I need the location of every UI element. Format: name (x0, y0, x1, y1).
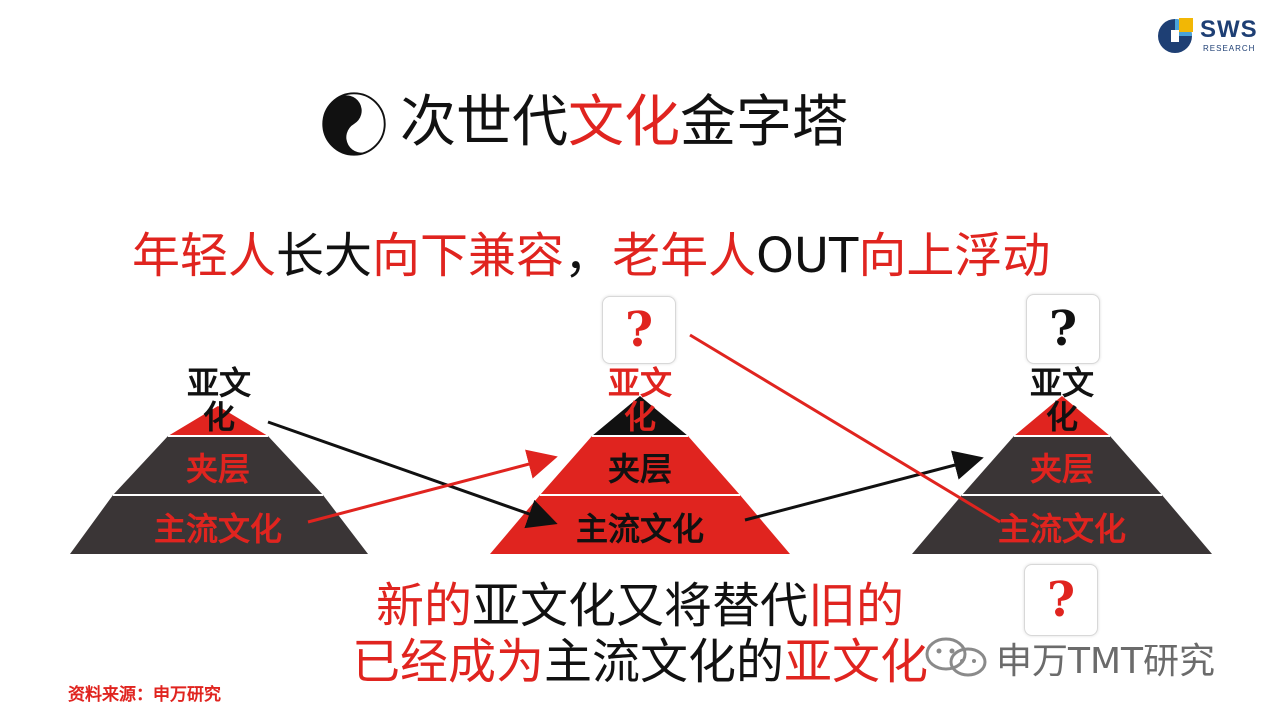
pyramid-3 (912, 396, 1212, 554)
p2-bottom-layer (490, 495, 790, 554)
yin-yang-icon (322, 92, 386, 156)
bottom-l1-p1: 新的 (375, 578, 472, 634)
pyramid-diagram (70, 333, 1212, 554)
p3-bottom-layer (912, 495, 1212, 554)
bottom-l2-p3: 亚文化 (784, 634, 929, 690)
subtitle-p2: 长大 (276, 228, 373, 284)
p3-top-layer (1014, 396, 1110, 436)
p3-question-top-box: ? (1026, 294, 1100, 364)
p1-middle-label: 夹层 (185, 450, 250, 488)
p3-middle-label: 夹层 (1029, 450, 1094, 488)
pyramid-1 (70, 406, 368, 554)
subtitle-p6: OUT (756, 228, 859, 284)
p1-top-label: 亚文化 (186, 366, 251, 432)
pyramid-2 (490, 396, 790, 554)
bottom-line-2: 已经成为主流文化的亚文化 (320, 634, 960, 690)
p2-middle-layer (540, 436, 740, 495)
subtitle-p3: 向下兼容 (372, 228, 565, 284)
p2-top-label: 亚文化 (607, 366, 672, 432)
page-title: 次世代文化金字塔 (400, 88, 848, 158)
bottom-l2-p1: 已经成为 (351, 634, 544, 690)
watermark-text: 申万TMT研究 (996, 641, 1216, 682)
bottom-l1-p2: 亚文化又将替代 (471, 578, 808, 634)
p3-question-bottom-box: ? (1024, 564, 1098, 636)
p2-question-box: ? (602, 296, 676, 364)
arrow-main-to-middle (307, 449, 558, 524)
arrow-main-to-middle-2 (744, 450, 984, 522)
title-part1: 次世代 (400, 90, 568, 155)
title-part3: 金字塔 (680, 90, 848, 155)
subtitle-p7: 向上浮动 (858, 228, 1051, 284)
subtitle-p4: ， (564, 228, 613, 284)
p1-middle-layer (113, 436, 323, 495)
bottom-line-1: 新的亚文化又将替代旧的 (320, 578, 960, 634)
bottom-text: 新的亚文化又将替代旧的 已经成为主流文化的亚文化 (320, 578, 960, 690)
p3-bottom-label: 主流文化 (997, 510, 1126, 548)
subtitle-p5: 老年人 (612, 228, 757, 284)
logo-subtext: RESEARCH (1203, 44, 1256, 53)
p1-bottom-layer (70, 495, 368, 554)
arrow-sub-to-main (267, 420, 558, 529)
sws-logo-icon (1158, 18, 1193, 53)
arrow-question-to-main (689, 333, 1001, 524)
subtitle: 年轻人长大向下兼容，老年人OUT向上浮动 (132, 224, 1050, 288)
bottom-l1-p3: 旧的 (808, 578, 905, 634)
p2-middle-label: 夹层 (607, 450, 672, 488)
p1-top-layer (168, 406, 268, 436)
subtitle-p1: 年轻人 (132, 228, 277, 284)
title-part2: 文化 (568, 90, 680, 155)
bottom-l2-p2: 主流文化的 (543, 634, 784, 690)
p2-top-layer (592, 396, 688, 436)
logo-text: SWS (1200, 16, 1258, 43)
wechat-icon (925, 637, 987, 677)
p2-bottom-label: 主流文化 (575, 510, 704, 548)
p1-bottom-label: 主流文化 (153, 510, 282, 548)
p3-top-label: 亚文化 (1029, 366, 1094, 432)
p3-middle-layer (962, 436, 1162, 495)
source-note: 资料来源：申万研究 (68, 685, 221, 705)
